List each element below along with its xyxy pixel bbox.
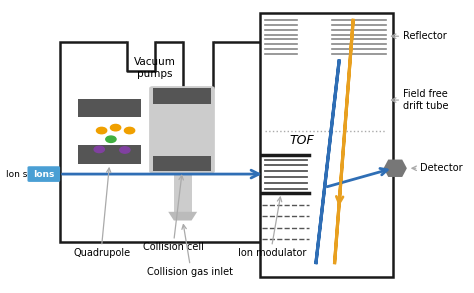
Text: Field free
drift tube: Field free drift tube (403, 89, 448, 111)
Circle shape (106, 136, 116, 142)
Text: TOF: TOF (290, 134, 314, 147)
Circle shape (125, 127, 135, 134)
Text: Ion source: Ion source (6, 170, 53, 178)
Text: Vacuum
pumps: Vacuum pumps (134, 57, 176, 79)
Circle shape (94, 146, 104, 153)
Text: Reflector: Reflector (403, 31, 447, 41)
Bar (260, 13, 393, 277)
Circle shape (97, 127, 107, 134)
Bar (60, 42, 263, 242)
Bar (78, 145, 141, 164)
Text: Quadrupole: Quadrupole (73, 248, 130, 258)
Text: Ions: Ions (33, 170, 55, 178)
Bar (153, 88, 211, 103)
Text: Collision cell: Collision cell (144, 242, 204, 252)
FancyBboxPatch shape (149, 86, 215, 173)
FancyBboxPatch shape (27, 166, 60, 182)
Text: Detector: Detector (420, 163, 463, 173)
Polygon shape (383, 160, 407, 177)
Circle shape (110, 125, 121, 131)
Circle shape (120, 147, 130, 153)
Polygon shape (168, 212, 197, 221)
Bar (153, 156, 211, 171)
Bar (78, 99, 141, 117)
Bar (174, 171, 191, 212)
Text: Ion modulator: Ion modulator (237, 248, 306, 258)
Text: Collision gas inlet: Collision gas inlet (147, 267, 233, 277)
